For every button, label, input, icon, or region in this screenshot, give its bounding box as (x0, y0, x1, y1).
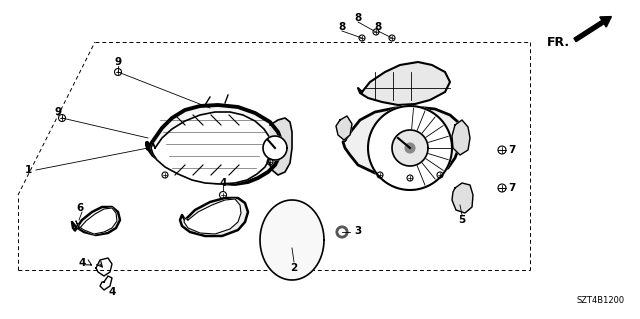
Polygon shape (151, 112, 272, 184)
Text: 2: 2 (291, 263, 298, 273)
Text: 3: 3 (355, 226, 362, 236)
Text: SZT4B1200: SZT4B1200 (577, 296, 625, 305)
Circle shape (336, 226, 348, 238)
Text: 7: 7 (508, 183, 516, 193)
Polygon shape (147, 105, 282, 184)
Text: 4: 4 (220, 178, 227, 188)
Circle shape (368, 106, 452, 190)
Polygon shape (452, 120, 470, 155)
Text: 8: 8 (374, 22, 381, 32)
Text: 8: 8 (339, 22, 346, 32)
Polygon shape (268, 118, 292, 175)
Text: 7: 7 (508, 145, 516, 155)
Text: 4: 4 (78, 258, 86, 268)
Text: 6: 6 (76, 203, 84, 213)
Polygon shape (180, 198, 248, 236)
Circle shape (405, 143, 415, 153)
Polygon shape (72, 207, 120, 235)
Text: 4: 4 (108, 287, 116, 297)
Circle shape (263, 136, 287, 160)
FancyArrow shape (574, 17, 611, 42)
Polygon shape (260, 200, 324, 280)
Polygon shape (184, 199, 241, 234)
Text: 9: 9 (54, 107, 61, 117)
Text: 9: 9 (115, 57, 122, 67)
Polygon shape (358, 62, 450, 105)
Text: 8: 8 (355, 13, 362, 23)
Circle shape (339, 229, 345, 235)
Text: 5: 5 (458, 215, 466, 225)
Polygon shape (343, 107, 462, 178)
Circle shape (392, 130, 428, 166)
Text: FR.: FR. (547, 36, 570, 49)
Polygon shape (336, 116, 352, 140)
Polygon shape (76, 208, 117, 234)
Text: 1: 1 (24, 165, 31, 175)
Polygon shape (452, 183, 473, 213)
